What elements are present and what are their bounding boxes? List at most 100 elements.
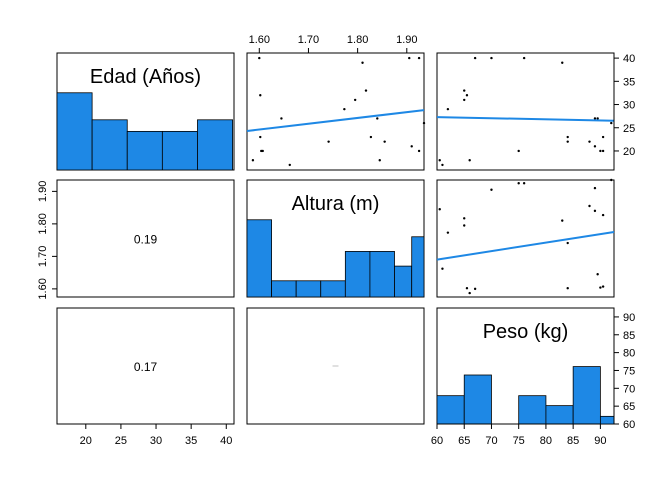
scatter-point [417,56,421,60]
scatter-point [490,188,493,191]
histogram-bar [572,366,601,425]
scatter-point [343,107,346,111]
scatter-point [561,219,564,222]
histogram-bar [126,130,163,171]
regression-line [436,116,615,122]
scatter-point [361,61,364,64]
tick-label: 35 [185,435,197,447]
panel-frame-1-3 [436,52,615,171]
scatter-point [251,159,255,162]
scatter-point [463,89,466,92]
histogram-bar [463,374,492,425]
tick-label: 25 [115,435,127,447]
scatter-point [261,149,264,153]
histogram-bar [246,219,272,298]
histogram-bar [197,119,233,171]
tick-label: 75 [513,435,525,447]
tick-label: 60 [623,419,635,431]
tick-label: 1.90 [37,181,49,202]
tick-label: 70 [485,435,497,447]
histogram-bar [518,395,547,425]
tick-label: 90 [623,312,635,324]
scatter-point [593,186,597,190]
tick-label: 1.80 [37,213,49,234]
scatter-point [438,208,441,211]
tick-label: 20 [623,146,635,158]
scatter-point [601,213,605,217]
correlation-label: 0.17 [134,360,158,374]
histogram-bar [320,280,346,298]
scatter-point [441,163,444,167]
tick-label: 40 [220,435,232,447]
variable-label: Peso (kg) [483,321,569,343]
scatter-point [610,121,613,125]
panel-frame-1-2 [246,52,425,171]
scatter-point [522,56,526,60]
histogram-bar [56,92,93,171]
scatter-point [593,209,597,213]
scatter-point [561,61,564,64]
scatter-point [593,117,597,120]
scatter-point [599,149,602,153]
scatter-point [422,121,426,125]
scatter-point [383,140,386,143]
tick-label: 1.70 [37,246,49,267]
histogram-bar [161,130,198,171]
scatter-point [441,267,444,270]
scatter-point [410,145,413,148]
tick-label: 60 [431,435,443,447]
scatter-point [288,163,291,167]
tick-label: 1.80 [347,34,368,46]
scatter-point [596,273,599,276]
scatter-point [610,178,613,182]
scatter-point [601,135,605,139]
histogram-bar [295,280,322,298]
tick-label: 30 [623,100,635,112]
scatter-point [601,285,605,288]
tick-label: 1.70 [298,34,319,46]
tick-label: 65 [623,401,635,413]
scatter-point [465,94,469,97]
scatter-point [259,135,262,139]
histogram-bar [599,415,615,425]
scatter-point [599,286,602,289]
scatter-point [258,56,261,60]
scatter-point [566,287,569,290]
scatter-point [566,140,569,143]
scatter-point [280,117,283,120]
scatter-point [327,140,330,143]
scatter-point [364,89,368,92]
scatter-point [593,145,597,148]
histogram-bar [436,395,465,425]
histogram-bar [271,280,297,298]
scatter-point [438,159,441,162]
tick-label: 90 [594,435,606,447]
scatter-point [408,56,411,60]
regression-line [436,231,615,261]
scatter-point [369,135,373,139]
scatter-point [463,98,466,102]
histogram-bar [344,251,371,298]
scatter-point [522,182,526,185]
variable-label: Edad (Años) [90,66,201,88]
histogram-bar [394,265,413,298]
regression-line [246,109,425,132]
scatter-point [468,159,471,162]
scatter-point [259,94,262,97]
scatter-point [490,56,493,60]
scatter-point [566,241,569,245]
tick-label: 35 [623,76,635,88]
scatter-point [517,149,520,153]
tick-label: 75 [623,365,635,377]
tick-label: 20 [80,435,92,447]
panel-frame-2-3 [436,179,615,298]
scatter-point [473,56,477,60]
correlation-label: 0.19 [134,233,158,247]
scatter-point [601,149,605,153]
tick-label: 30 [150,435,162,447]
tick-label: 85 [567,435,579,447]
scatter-point [588,140,591,143]
scatter-point [468,291,471,295]
tick-label: 80 [623,348,635,360]
